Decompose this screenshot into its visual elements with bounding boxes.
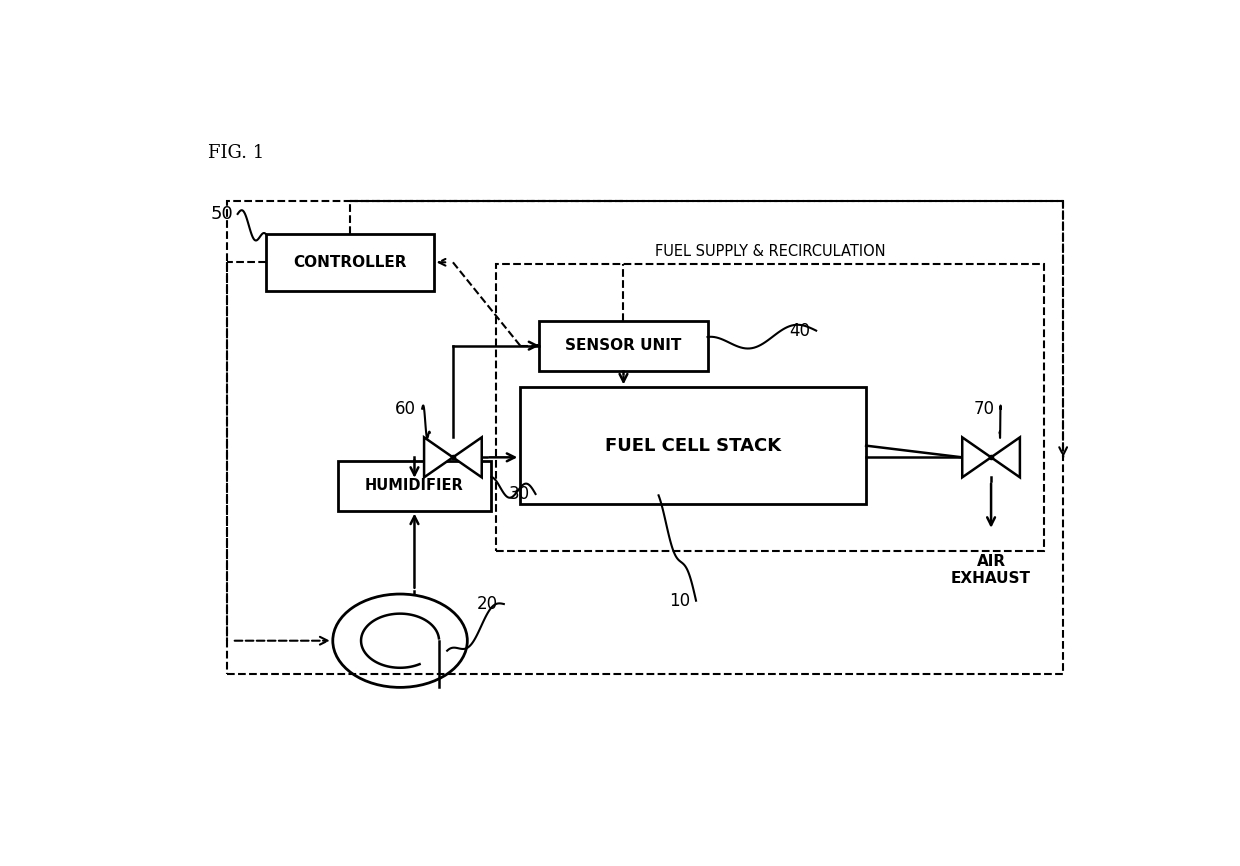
Text: AIR
EXHAUST: AIR EXHAUST <box>951 554 1032 586</box>
Bar <box>265 234 434 291</box>
Text: 10: 10 <box>670 591 691 610</box>
Bar <box>539 320 708 371</box>
Text: 40: 40 <box>789 321 810 339</box>
Text: 20: 20 <box>477 595 498 613</box>
Bar <box>496 264 1044 551</box>
Text: SENSOR UNIT: SENSOR UNIT <box>565 338 682 353</box>
Polygon shape <box>962 437 991 477</box>
Text: FUEL SUPPLY & RECIRCULATION: FUEL SUPPLY & RECIRCULATION <box>655 243 885 259</box>
Bar <box>227 201 1063 674</box>
Text: 60: 60 <box>396 399 417 417</box>
Text: FIG. 1: FIG. 1 <box>208 144 264 162</box>
Bar <box>521 387 867 504</box>
Bar <box>337 461 491 511</box>
Text: 30: 30 <box>508 485 529 503</box>
Polygon shape <box>424 437 453 477</box>
Text: 50: 50 <box>211 205 233 223</box>
Polygon shape <box>991 437 1019 477</box>
Text: CONTROLLER: CONTROLLER <box>293 255 407 270</box>
Text: FUEL CELL STACK: FUEL CELL STACK <box>605 436 781 455</box>
Text: 70: 70 <box>973 399 994 417</box>
Polygon shape <box>453 437 481 477</box>
Text: HUMIDIFIER: HUMIDIFIER <box>365 478 464 493</box>
